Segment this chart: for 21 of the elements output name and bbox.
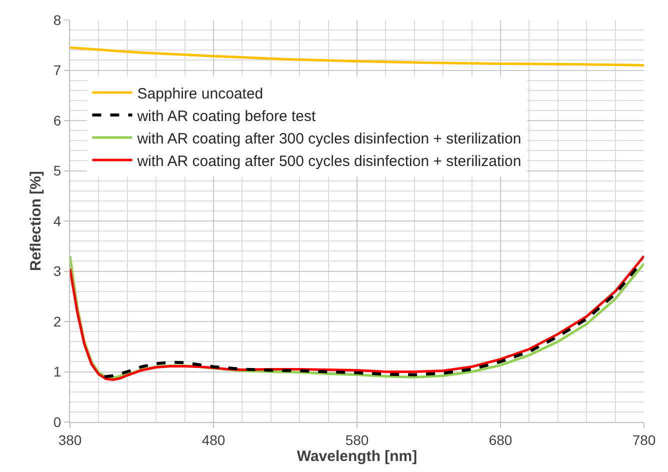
x-tick-label: 780: [632, 432, 656, 448]
y-tick-label: 0: [53, 414, 62, 430]
y-tick-label: 2: [53, 313, 62, 330]
legend-label: with AR coating before test: [136, 108, 316, 125]
y-axis-title: Reflection [%]: [28, 170, 45, 272]
y-tick-label: 4: [53, 212, 62, 229]
y-tick-label: 7: [53, 62, 62, 78]
y-tick-label: 1: [53, 364, 62, 380]
x-tick-label: 480: [202, 432, 226, 448]
y-tick-label: 6: [53, 112, 62, 128]
y-tick-label: 5: [53, 162, 62, 179]
y-tick-label: 3: [53, 263, 62, 280]
legend-label: Sapphire uncoated: [137, 85, 264, 102]
legend-label: with AR coating after 300 cycles disinfection + sterilization: [136, 130, 522, 148]
legend-label: with AR coating after 500 cycles disinfection + sterilization: [136, 152, 522, 170]
x-axis-title: Wavelength [nm]: [296, 448, 418, 465]
x-tick-label: 380: [58, 432, 82, 448]
y-tick-label: 8: [53, 12, 62, 28]
x-tick-label: 580: [345, 432, 369, 448]
line-series: [70, 46, 644, 66]
x-tick-label: 680: [488, 432, 512, 448]
